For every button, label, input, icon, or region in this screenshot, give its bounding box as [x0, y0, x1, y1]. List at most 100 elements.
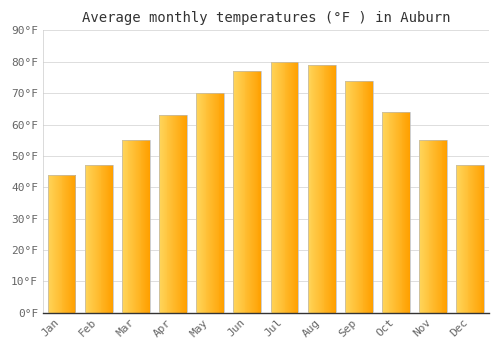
Bar [322, 65, 324, 313]
Bar [54, 175, 55, 313]
Bar [409, 112, 410, 313]
Bar [430, 140, 432, 313]
Bar [163, 115, 164, 313]
Bar [249, 71, 250, 313]
Bar [104, 165, 106, 313]
Bar [164, 115, 166, 313]
Bar [345, 80, 373, 313]
Bar [123, 140, 124, 313]
Bar [161, 115, 162, 313]
Bar [255, 71, 256, 313]
Bar [438, 140, 439, 313]
Bar [111, 165, 112, 313]
Bar [274, 62, 276, 313]
Bar [402, 112, 404, 313]
Bar [222, 93, 223, 313]
Bar [211, 93, 212, 313]
Bar [281, 62, 282, 313]
Bar [239, 71, 240, 313]
Bar [372, 80, 373, 313]
Bar [102, 165, 104, 313]
Bar [292, 62, 293, 313]
Bar [250, 71, 251, 313]
Bar [70, 175, 71, 313]
Bar [67, 175, 68, 313]
Bar [258, 71, 260, 313]
Bar [404, 112, 406, 313]
Bar [178, 115, 180, 313]
Bar [280, 62, 281, 313]
Bar [133, 140, 134, 313]
Bar [100, 165, 102, 313]
Bar [398, 112, 399, 313]
Bar [170, 115, 171, 313]
Bar [185, 115, 186, 313]
Bar [253, 71, 254, 313]
Bar [234, 71, 262, 313]
Bar [320, 65, 322, 313]
Bar [478, 165, 480, 313]
Bar [92, 165, 93, 313]
Bar [69, 175, 70, 313]
Bar [475, 165, 476, 313]
Bar [284, 62, 286, 313]
Bar [95, 165, 96, 313]
Bar [308, 65, 310, 313]
Bar [294, 62, 296, 313]
Bar [357, 80, 358, 313]
Bar [124, 140, 125, 313]
Bar [110, 165, 111, 313]
Bar [480, 165, 482, 313]
Bar [460, 165, 461, 313]
Bar [159, 115, 187, 313]
Bar [74, 175, 76, 313]
Bar [406, 112, 407, 313]
Bar [422, 140, 423, 313]
Bar [358, 80, 359, 313]
Bar [393, 112, 394, 313]
Bar [220, 93, 222, 313]
Bar [442, 140, 444, 313]
Bar [144, 140, 145, 313]
Bar [58, 175, 59, 313]
Bar [254, 71, 255, 313]
Bar [326, 65, 328, 313]
Bar [238, 71, 239, 313]
Bar [62, 175, 64, 313]
Bar [472, 165, 473, 313]
Bar [288, 62, 289, 313]
Bar [106, 165, 107, 313]
Bar [316, 65, 317, 313]
Bar [423, 140, 424, 313]
Bar [368, 80, 369, 313]
Bar [461, 165, 462, 313]
Bar [471, 165, 472, 313]
Bar [432, 140, 433, 313]
Bar [86, 165, 88, 313]
Bar [234, 71, 236, 313]
Bar [294, 62, 295, 313]
Bar [385, 112, 386, 313]
Bar [476, 165, 477, 313]
Bar [317, 65, 318, 313]
Bar [463, 165, 464, 313]
Bar [246, 71, 248, 313]
Bar [57, 175, 58, 313]
Bar [85, 165, 112, 313]
Bar [367, 80, 368, 313]
Bar [356, 80, 357, 313]
Bar [71, 175, 72, 313]
Bar [184, 115, 185, 313]
Bar [202, 93, 203, 313]
Bar [276, 62, 277, 313]
Bar [333, 65, 334, 313]
Bar [200, 93, 201, 313]
Bar [278, 62, 279, 313]
Bar [212, 93, 213, 313]
Bar [470, 165, 472, 313]
Bar [162, 115, 163, 313]
Bar [166, 115, 168, 313]
Bar [456, 165, 484, 313]
Bar [445, 140, 446, 313]
Bar [48, 175, 76, 313]
